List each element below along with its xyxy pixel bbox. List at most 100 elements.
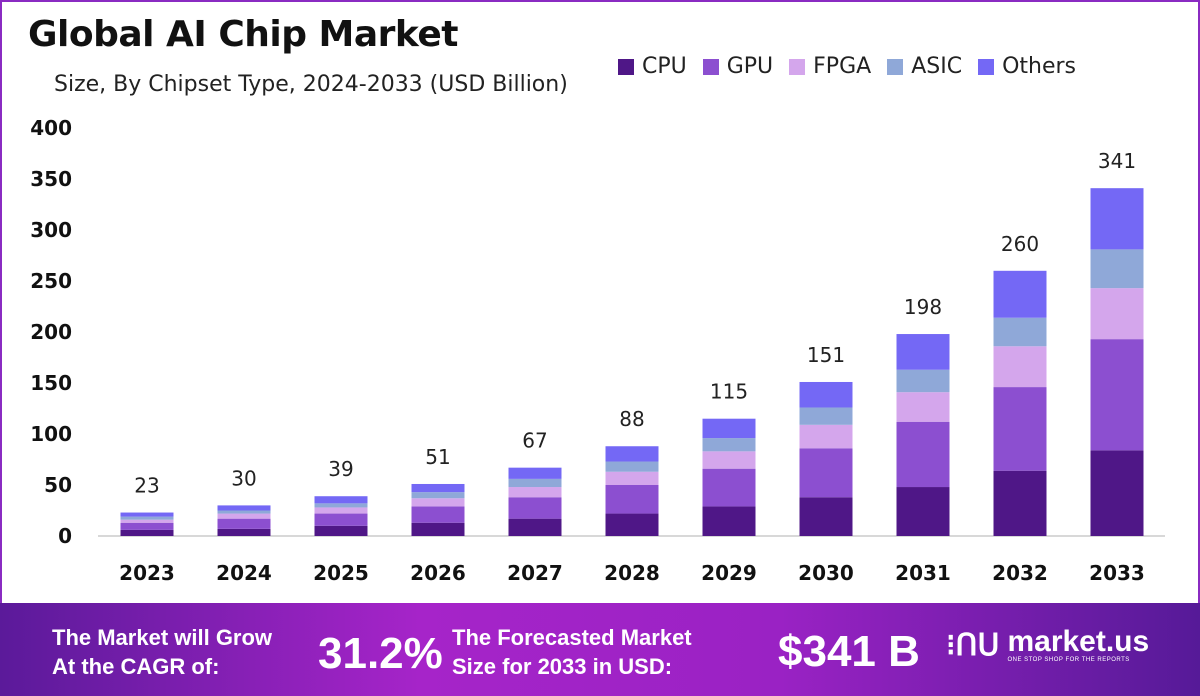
- legend-label: GPU: [726, 54, 774, 79]
- bar-segment-fpga-2028: [605, 471, 659, 485]
- bar-segment-cpu-2031: [896, 487, 950, 536]
- x-tick-label: 2030: [798, 561, 854, 585]
- chart-title: Global AI Chip Market: [28, 14, 459, 55]
- bar-segment-cpu-2025: [314, 525, 368, 536]
- brand-logo: ⁝ՈՍ market.us ONE STOP SHOP FOR THE REPO…: [946, 627, 1149, 664]
- bar-segment-others-2031: [896, 334, 950, 370]
- bar-segment-gpu-2033: [1090, 339, 1144, 451]
- bar-segment-asic-2033: [1090, 249, 1144, 289]
- bar-segment-cpu-2027: [508, 518, 562, 536]
- bar-segment-gpu-2031: [896, 421, 950, 488]
- y-tick-label: 400: [30, 116, 72, 140]
- total-label: 30: [231, 466, 256, 490]
- x-tick-label: 2024: [216, 561, 272, 585]
- legend-item-cpu: CPU: [618, 54, 687, 79]
- bar-segment-asic-2024: [217, 510, 271, 514]
- bar-segment-gpu-2023: [120, 522, 174, 530]
- bar-segment-fpga-2029: [702, 451, 756, 469]
- bar-segment-fpga-2027: [508, 487, 562, 498]
- bar-segment-asic-2030: [799, 407, 853, 425]
- x-tick-label: 2031: [895, 561, 951, 585]
- bar-segment-others-2032: [993, 270, 1047, 318]
- cagr-value: 31.2%: [318, 629, 443, 678]
- bar-segment-gpu-2024: [217, 518, 271, 529]
- legend-swatch: [702, 58, 719, 75]
- bar-segment-others-2026: [411, 483, 465, 493]
- legend-swatch: [789, 58, 806, 75]
- bar-segment-fpga-2025: [314, 507, 368, 514]
- legend-swatch: [978, 58, 995, 75]
- bar-segment-cpu-2029: [702, 506, 756, 536]
- chart-subtitle: Size, By Chipset Type, 2024-2033 (USD Bi…: [54, 72, 568, 97]
- x-tick-label: 2026: [410, 561, 466, 585]
- bar-segment-fpga-2024: [217, 513, 271, 519]
- total-label: 39: [328, 457, 353, 481]
- bar-segment-asic-2023: [120, 516, 174, 520]
- bar-segment-asic-2029: [702, 438, 756, 452]
- forecast-label: The Forecasted Market Size for 2033 in U…: [452, 623, 692, 681]
- legend-item-asic: ASIC: [887, 54, 962, 79]
- bar-segment-fpga-2023: [120, 519, 174, 523]
- bar-segment-fpga-2031: [896, 392, 950, 422]
- legend-item-gpu: GPU: [702, 54, 774, 79]
- brand-logo-icon: ⁝ՈՍ: [946, 628, 1000, 662]
- bar-segment-gpu-2030: [799, 448, 853, 498]
- x-tick-label: 2027: [507, 561, 563, 585]
- total-label: 341: [1098, 149, 1136, 173]
- cagr-label-line-1: The Market will Grow: [52, 625, 273, 650]
- bar-segment-asic-2028: [605, 461, 659, 472]
- legend-label: Others: [1002, 54, 1076, 79]
- total-label: 88: [619, 407, 644, 431]
- bar-segment-fpga-2032: [993, 346, 1047, 388]
- x-tick-label: 2032: [992, 561, 1048, 585]
- bar-segment-others-2027: [508, 467, 562, 479]
- footer-banner: The Market will Grow At the CAGR of: 31.…: [0, 603, 1200, 696]
- x-tick-label: 2028: [604, 561, 660, 585]
- bar-segment-others-2033: [1090, 188, 1144, 250]
- forecast-label-line-1: The Forecasted Market: [452, 625, 692, 650]
- total-label: 23: [134, 474, 159, 498]
- bar-segment-gpu-2032: [993, 387, 1047, 471]
- y-tick-label: 100: [30, 422, 72, 446]
- bar-segment-asic-2027: [508, 478, 562, 488]
- bar-segment-gpu-2027: [508, 497, 562, 519]
- bar-segment-others-2024: [217, 505, 271, 511]
- forecast-label-line-2: Size for 2033 in USD:: [452, 654, 673, 679]
- legend-label: CPU: [642, 54, 687, 79]
- bar-segment-cpu-2028: [605, 513, 659, 536]
- total-label: 151: [807, 343, 845, 367]
- bar-segment-cpu-2030: [799, 497, 853, 536]
- x-tick-label: 2023: [119, 561, 175, 585]
- bar-segment-cpu-2024: [217, 528, 271, 536]
- y-tick-label: 50: [44, 473, 72, 497]
- y-tick-label: 250: [30, 269, 72, 293]
- bar-segment-others-2030: [799, 381, 853, 408]
- bar-segment-fpga-2026: [411, 498, 465, 507]
- y-tick-label: 200: [30, 320, 72, 344]
- y-tick-label: 150: [30, 371, 72, 395]
- x-tick-label: 2033: [1089, 561, 1145, 585]
- bar-segment-asic-2026: [411, 492, 465, 499]
- total-label: 67: [522, 429, 547, 453]
- bar-segment-asic-2025: [314, 503, 368, 508]
- bar-segment-asic-2032: [993, 317, 1047, 347]
- bar-segment-fpga-2030: [799, 424, 853, 449]
- bar-segment-others-2028: [605, 446, 659, 462]
- cagr-label-line-2: At the CAGR of:: [52, 654, 220, 679]
- total-label: 115: [710, 380, 748, 404]
- forecast-value: $341 B: [778, 627, 920, 676]
- cagr-label: The Market will Grow At the CAGR of:: [52, 623, 272, 681]
- bar-segment-cpu-2026: [411, 522, 465, 536]
- total-label: 198: [904, 295, 942, 319]
- total-label: 51: [425, 445, 450, 469]
- legend: CPU GPU FPGA ASIC Others: [618, 54, 1076, 79]
- y-tick-label: 350: [30, 167, 72, 191]
- y-tick-label: 300: [30, 218, 72, 242]
- legend-swatch: [618, 58, 634, 75]
- stacked-bar-chart: 0 50 100 150 200 250 300 350 400 23 2023 30 2024 39 20…: [30, 116, 1165, 585]
- x-tick-label: 2029: [701, 561, 757, 585]
- bar-segment-cpu-2032: [993, 470, 1047, 536]
- legend-label: ASIC: [911, 54, 963, 79]
- legend-item-others: Others: [978, 54, 1076, 79]
- y-tick-label: 0: [58, 524, 72, 548]
